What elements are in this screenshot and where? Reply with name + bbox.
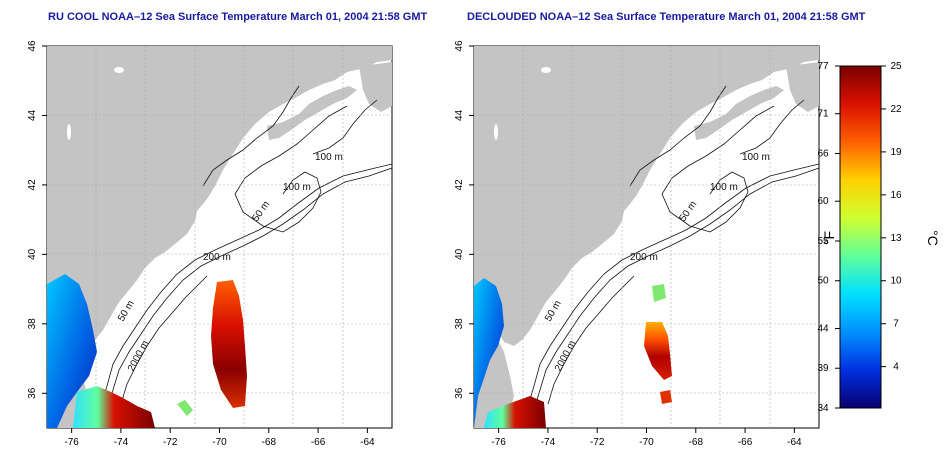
left-lon-tick-label: -70 <box>212 437 227 448</box>
right-lon-tick-label: -76 <box>491 437 506 448</box>
left-lake <box>67 124 71 140</box>
colorbar-celsius-ticks: 25 22 19 16 13 10 7 4 <box>881 61 902 373</box>
left-land-mass <box>47 46 392 346</box>
right-lon-tick-label: -72 <box>590 437 605 448</box>
colorbar-f-tick-label: 77 <box>817 61 829 72</box>
right-lake <box>541 67 551 73</box>
left-lake <box>114 67 124 73</box>
left-sst-south <box>73 386 155 428</box>
colorbar-c-tick-label: 4 <box>893 362 899 373</box>
right-sst-south <box>484 396 546 428</box>
right-axis-ticks: -76 -74 -72 -70 -68 -66 -64 36 38 40 42 44 46 <box>454 40 802 448</box>
right-map: 100 m 100 m 50 m 200 m 50 m 2000 m <box>473 45 820 429</box>
left-lon-tick-label: -76 <box>64 437 79 448</box>
colorbar-c-tick-label: 22 <box>890 104 902 115</box>
left-lat-tick-label: 42 <box>27 179 38 191</box>
left-map: 100 m 100 m 50 m 200 m 50 m 2000 m <box>46 45 393 429</box>
left-lat-tick-label: 38 <box>27 318 38 330</box>
right-lake <box>494 124 498 140</box>
right-isobath-label: 200 m <box>630 252 658 263</box>
right-lat-tick-label: 40 <box>454 248 465 260</box>
right-lon-tick-label: -64 <box>787 437 802 448</box>
colorbar-f-tick-label: 60 <box>817 196 829 207</box>
colorbar-f-tick-label: 66 <box>817 148 829 159</box>
left-land-newfoundland <box>359 62 392 112</box>
right-sst-green <box>652 284 666 302</box>
colorbar-unit-celsius: °C <box>925 230 941 246</box>
left-sst-coastal <box>47 274 97 428</box>
right-map-title: DECLOUDED NOAA–12 Sea Surface Temperatur… <box>467 11 866 23</box>
left-isobath-label: 100 m <box>283 182 311 193</box>
right-land-newfoundland <box>786 62 819 112</box>
left-land-nova-scotia <box>267 86 357 140</box>
right-land-nova-scotia <box>694 86 784 140</box>
right-lon-tick-label: -70 <box>639 437 654 448</box>
left-lon-tick-label: -72 <box>163 437 178 448</box>
right-lon-tick-label: -66 <box>738 437 753 448</box>
right-lat-tick-label: 44 <box>454 109 465 121</box>
colorbar-fahrenheit-ticks: 77 71 66 60 55 50 44 39 34 <box>817 61 840 414</box>
colorbar-f-tick-label: 39 <box>817 363 829 374</box>
left-lat-tick-label: 36 <box>27 387 38 399</box>
right-lon-tick-label: -68 <box>689 437 704 448</box>
colorbar-f-tick-label: 50 <box>817 276 829 287</box>
colorbar-unit-fahrenheit: °F <box>821 231 837 245</box>
left-lon-tick-label: -66 <box>311 437 326 448</box>
left-lat-tick-label: 44 <box>27 109 38 121</box>
left-map-title: RU COOL NOAA–12 Sea Surface Temperature … <box>48 11 428 23</box>
left-sst-offshore <box>211 280 247 408</box>
left-sst-specks <box>177 400 193 416</box>
colorbar-c-tick-label: 19 <box>890 147 902 158</box>
right-isobath-label: 100 m <box>710 182 738 193</box>
right-isobath-label: 100 m <box>742 152 770 163</box>
right-lat-tick-label: 38 <box>454 318 465 330</box>
left-lon-tick-label: -74 <box>114 437 129 448</box>
left-axis-ticks: -76 -74 -72 -70 -68 -66 -64 36 38 40 42 44 46 <box>27 40 375 448</box>
right-sst-speck <box>660 390 672 404</box>
colorbar-c-tick-label: 16 <box>890 190 902 201</box>
right-lon-tick-label: -74 <box>541 437 556 448</box>
colorbar-scale <box>839 65 882 409</box>
colorbar-c-tick-label: 7 <box>893 319 899 330</box>
left-lat-tick-label: 40 <box>27 248 38 260</box>
colorbar-f-tick-label: 55 <box>817 236 829 247</box>
colorbar-c-tick-label: 13 <box>890 233 902 244</box>
right-lat-tick-label: 42 <box>454 179 465 191</box>
left-isobath-label: 200 m <box>203 252 231 263</box>
left-lon-tick-label: -64 <box>360 437 375 448</box>
colorbar-c-tick-label: 25 <box>890 61 902 72</box>
left-isobath-label: 100 m <box>315 152 343 163</box>
right-lat-tick-label: 46 <box>454 40 465 52</box>
colorbar-f-tick-label: 71 <box>817 109 829 120</box>
right-sst-offshore <box>644 322 672 380</box>
left-lon-tick-label: -68 <box>262 437 277 448</box>
colorbar: 77 71 66 60 55 50 44 39 34 25 22 19 16 13 10 7 4 °F °C <box>817 61 941 414</box>
right-lat-tick-label: 36 <box>454 387 465 399</box>
colorbar-f-tick-label: 34 <box>817 403 829 414</box>
left-lat-tick-label: 46 <box>27 40 38 52</box>
colorbar-c-tick-label: 10 <box>890 276 902 287</box>
right-sst-coastal <box>474 278 504 428</box>
right-land-mass <box>474 46 819 346</box>
colorbar-f-tick-label: 44 <box>817 323 829 334</box>
